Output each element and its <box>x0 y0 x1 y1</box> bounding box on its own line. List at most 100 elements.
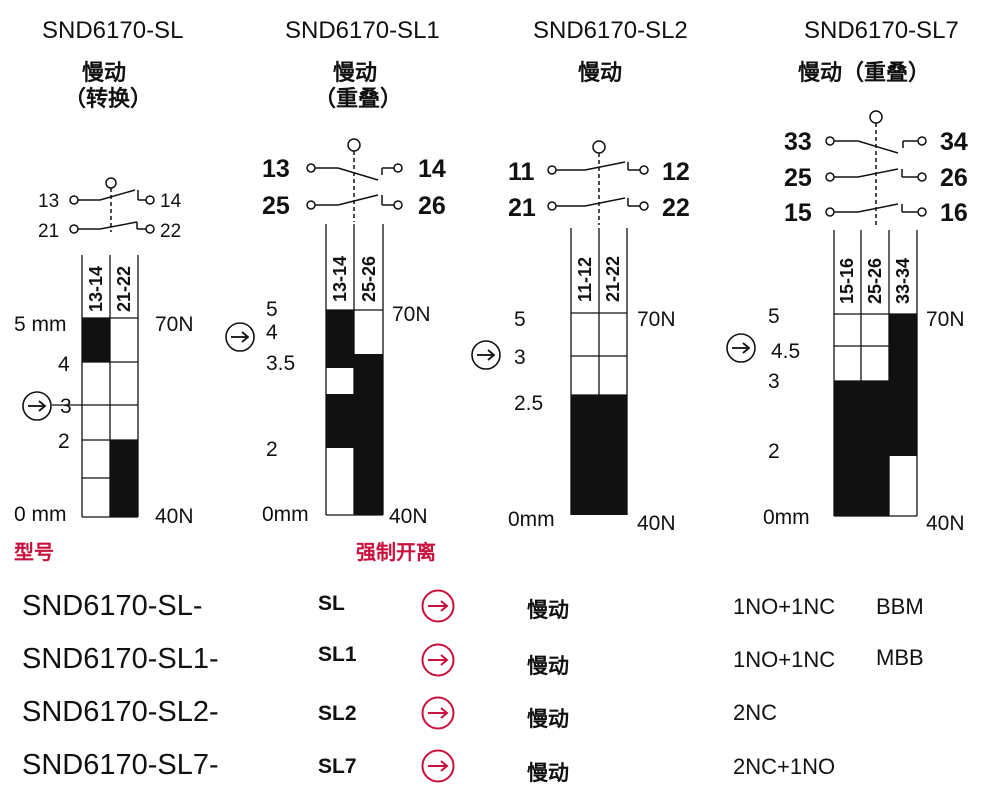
operation-mode: 慢动 <box>527 655 569 678</box>
block-title: SND6170-SL1 <box>285 17 440 44</box>
terminal-label: 16 <box>940 199 968 227</box>
block-sl: SND6170-SL 慢动 （转换） 13 14 21 22 <box>14 17 194 528</box>
model-code: SL1 <box>318 643 357 666</box>
travel-label: 2.5 <box>514 392 543 415</box>
model-number: SND6170-SL7- <box>22 749 219 781</box>
travel-label: 3 <box>60 395 72 418</box>
column-header: 13-14 <box>86 266 106 312</box>
travel-label: 5 <box>266 298 278 321</box>
contact-closed-bar <box>834 381 889 516</box>
travel-label: 2 <box>58 430 70 453</box>
block-subtitle-2: （重叠） <box>314 86 402 111</box>
terminal-label: 26 <box>418 192 446 220</box>
model-heading: 型号 <box>14 541 54 564</box>
contact-closed-bar <box>326 394 354 448</box>
terminal-label: 26 <box>940 164 968 192</box>
terminal-label: 13 <box>262 155 290 183</box>
travel-label: 4 <box>58 353 70 376</box>
force-label: 70N <box>392 303 431 326</box>
contact-config: 2NC <box>733 700 778 725</box>
terminal-label: 34 <box>940 128 968 156</box>
contact-closed-bar <box>889 314 917 456</box>
block-subtitle: 慢动 <box>82 60 126 85</box>
block-sl2: SND6170-SL2 慢动 11 12 21 22 11-12 21-22 5… <box>471 17 690 535</box>
terminal-label: 15 <box>784 199 812 227</box>
travel-label: 3.5 <box>266 352 295 375</box>
model-code: SL2 <box>318 702 357 725</box>
contact-closed-bar <box>110 440 138 517</box>
force-label: 40N <box>389 505 428 528</box>
model-code: SL <box>318 592 345 615</box>
travel-label: 5 mm <box>14 313 67 336</box>
contact-closed-bar <box>82 318 110 362</box>
terminal-label: 22 <box>160 221 181 242</box>
block-sl1: SND6170-SL1 慢动 （重叠） 13 14 25 26 13-14 25… <box>225 17 446 528</box>
travel-label: 3 <box>768 370 780 393</box>
force-direction-icon <box>471 340 501 370</box>
model-number: SND6170-SL- <box>22 590 203 622</box>
contact-symbol <box>825 110 927 228</box>
travel-label: 4.5 <box>771 340 800 363</box>
terminal-label: 25 <box>262 192 290 220</box>
travel-label: 0mm <box>508 508 555 531</box>
column-header: 21-22 <box>603 256 623 302</box>
travel-label: 2 <box>266 438 278 461</box>
terminal-label: 22 <box>662 194 690 222</box>
force-label: 70N <box>926 308 965 331</box>
model-number: SND6170-SL1- <box>22 643 219 675</box>
block-sl7: SND6170-SL7 慢动（重叠） 33 34 25 26 15 16 <box>726 17 968 535</box>
travel-grid <box>570 228 628 515</box>
travel-grid <box>833 230 918 517</box>
arrow-right-circle-icon <box>421 643 455 677</box>
switching-type: BBM <box>876 594 924 619</box>
terminal-label: 21 <box>508 194 536 222</box>
travel-label: 2 <box>768 440 780 463</box>
contact-symbol <box>306 138 403 222</box>
force-direction-icon <box>225 322 255 352</box>
contact-closed-bar <box>354 354 383 515</box>
operation-mode: 慢动 <box>527 599 569 622</box>
contact-closed-bar <box>326 310 354 368</box>
column-header: 11-12 <box>575 257 595 302</box>
contact-closed-bar <box>571 395 627 515</box>
column-header: 25-26 <box>865 258 885 304</box>
travel-label: 0mm <box>763 506 810 529</box>
terminal-label: 11 <box>508 158 535 186</box>
block-subtitle-2: （转换） <box>64 86 152 111</box>
terminal-label: 25 <box>784 164 812 192</box>
contact-symbol <box>69 177 155 234</box>
travel-label: 0mm <box>262 503 309 526</box>
block-subtitle: 慢动（重叠） <box>798 60 930 85</box>
operation-mode: 慢动 <box>527 708 569 731</box>
force-label: 70N <box>155 313 194 336</box>
block-title: SND6170-SL7 <box>804 17 959 44</box>
contact-config: 1NO+1NC <box>733 647 836 672</box>
column-header: 15-16 <box>837 258 857 304</box>
column-header: 13-14 <box>330 256 350 302</box>
column-header: 33-34 <box>893 258 913 304</box>
terminal-label: 14 <box>160 191 182 212</box>
arrow-right-circle-icon <box>421 589 455 623</box>
travel-label: 0 mm <box>14 503 67 526</box>
terminal-label: 33 <box>784 128 812 156</box>
switching-type: MBB <box>876 645 924 670</box>
block-subtitle: 慢动 <box>333 60 377 85</box>
force-label: 40N <box>926 512 965 535</box>
terminal-label: 13 <box>38 191 59 212</box>
contact-config: 2NC+1NO <box>733 754 836 779</box>
force-label: 70N <box>637 308 676 331</box>
terminal-label: 21 <box>38 221 59 242</box>
travel-label: 5 <box>768 305 780 328</box>
column-header: 25-26 <box>359 256 379 302</box>
column-header: 21-22 <box>114 266 134 312</box>
terminal-label: 14 <box>418 155 446 183</box>
arrow-right-circle-icon <box>421 749 455 783</box>
terminal-label: 12 <box>662 158 690 186</box>
travel-grid <box>325 224 384 516</box>
contact-symbol <box>547 140 649 225</box>
contact-config: 1NO+1NC <box>733 594 836 619</box>
block-subtitle: 慢动 <box>578 60 622 85</box>
travel-label: 3 <box>514 346 526 369</box>
force-direction-icon <box>22 391 52 421</box>
